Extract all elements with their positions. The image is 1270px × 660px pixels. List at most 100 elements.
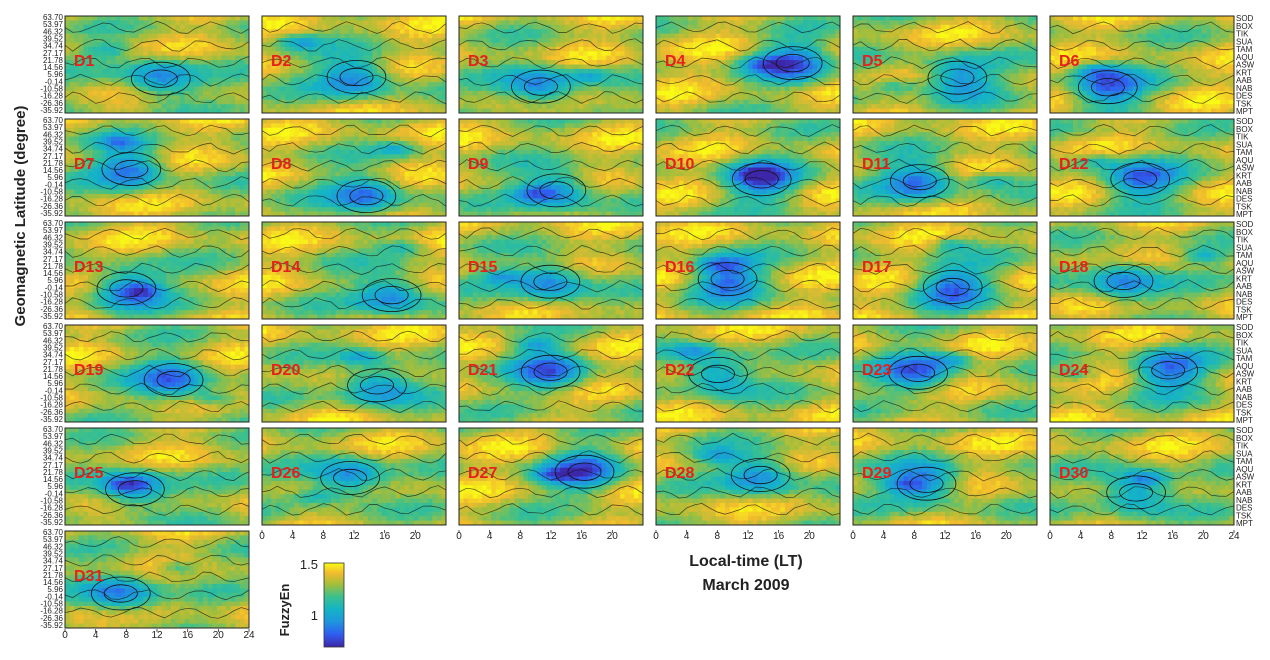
panel-d16: D16	[655, 221, 841, 320]
station-label: BOX	[1236, 125, 1254, 134]
station-label: TSK	[1236, 99, 1252, 108]
station-label: SUA	[1236, 243, 1253, 252]
panel-label: D1	[74, 53, 95, 70]
y-tick-label: 14.56	[43, 372, 64, 381]
y-tick-label: -35.92	[40, 312, 63, 321]
x-tick-label: 8	[124, 630, 130, 641]
station-label: TAM	[1236, 251, 1253, 260]
station-label: NAB	[1236, 187, 1252, 196]
y-tick-label: 39.52	[43, 550, 64, 559]
y-tick-label: 53.97	[43, 432, 64, 441]
y-tick-label: -10.58	[40, 497, 63, 506]
y-tick-label: 39.52	[43, 344, 64, 353]
x-tick-label: 20	[1001, 531, 1013, 542]
station-label: NAB	[1236, 393, 1252, 402]
panel-d17: D17	[852, 221, 1038, 320]
x-tick-label: 0	[653, 531, 659, 542]
panel-label: D12	[1059, 156, 1088, 173]
y-tick-label: -26.36	[40, 99, 63, 108]
y-tick-label: -26.36	[40, 511, 63, 520]
panel-d28: D28	[655, 427, 841, 526]
panel-d7: D7	[64, 118, 250, 217]
x-tick-label: 12	[545, 531, 557, 542]
y-tick-label: -26.36	[40, 305, 63, 314]
y-tick-label: 14.56	[43, 269, 64, 278]
x-tick-label: 20	[410, 531, 422, 542]
panel-label: D6	[1059, 53, 1080, 70]
y-tick-label: 27.17	[43, 255, 64, 264]
station-label: MPT	[1236, 210, 1253, 219]
y-tick-label: 14.56	[43, 63, 64, 72]
x-tick-label: 16	[379, 531, 391, 542]
panel-label: D11	[862, 156, 891, 173]
station-label: TIK	[1236, 236, 1249, 245]
y-tick-label: -0.14	[45, 180, 64, 189]
panel-d29: D29	[852, 427, 1038, 526]
y-tick-label: 5.96	[47, 585, 63, 594]
panel-label: D5	[862, 53, 883, 70]
station-label: TAM	[1236, 148, 1253, 157]
colorbar: 1.5 1 FuzzyEn	[277, 557, 345, 648]
y-tick-label: -35.92	[40, 106, 63, 115]
station-label: KRT	[1236, 68, 1252, 77]
panel-d1: D1	[64, 15, 250, 114]
y-tick-label: 53.97	[43, 535, 64, 544]
station-label: SUA	[1236, 449, 1253, 458]
y-tick-label: -16.28	[40, 401, 63, 410]
y-tick-label: 34.74	[43, 454, 64, 463]
panel-label: D31	[74, 568, 103, 585]
x-tick-label: 8	[715, 531, 721, 542]
station-label: AQU	[1236, 259, 1254, 268]
station-label: SUA	[1236, 346, 1253, 355]
y-tick-label: 46.32	[43, 542, 64, 551]
colorbar-tick-low: 1	[311, 608, 318, 623]
y-tick-label: -0.14	[45, 386, 64, 395]
y-tick-label: 27.17	[43, 49, 64, 58]
panel-d25: D25	[64, 427, 250, 526]
y-tick-label: 63.70	[43, 528, 64, 537]
y-tick-label: 39.52	[43, 138, 64, 147]
x-tick-label: 0	[1047, 531, 1053, 542]
station-label: AAB	[1236, 282, 1252, 291]
station-label: MPT	[1236, 416, 1253, 425]
y-tick-label: 5.96	[47, 70, 63, 79]
panel-d15: D15	[458, 221, 644, 320]
panel-label: D20	[271, 362, 300, 379]
y-tick-label: 63.70	[43, 322, 64, 331]
y-tick-label: 14.56	[43, 166, 64, 175]
panel-d14: D14	[261, 221, 447, 320]
panel-d10: D10	[655, 118, 841, 217]
x-tick-label: 4	[1078, 531, 1084, 542]
y-tick-label: -26.36	[40, 614, 63, 623]
x-tick-label: 8	[912, 531, 918, 542]
y-tick-label: 21.78	[43, 468, 64, 477]
panel-label: D9	[468, 156, 489, 173]
colorbar-label: FuzzyEn	[277, 584, 292, 637]
x-axis-label: Local-time (LT)	[689, 553, 802, 570]
station-label: TIK	[1236, 30, 1249, 39]
station-label: TSK	[1236, 202, 1252, 211]
y-tick-label: 53.97	[43, 329, 64, 338]
y-tick-label: 21.78	[43, 159, 64, 168]
station-label: ASW	[1236, 473, 1255, 482]
panel-d6: D6	[1049, 15, 1235, 114]
panel-d2: D2	[261, 15, 447, 114]
x-tick-label: 20	[607, 531, 619, 542]
station-label: BOX	[1236, 22, 1254, 31]
station-label: SOD	[1236, 14, 1254, 23]
station-label: TIK	[1236, 339, 1249, 348]
x-tick-label: 12	[151, 630, 163, 641]
station-label: AQU	[1236, 362, 1254, 371]
station-label: NAB	[1236, 84, 1252, 93]
x-tick-label: 16	[773, 531, 785, 542]
panel-label: D10	[665, 156, 694, 173]
station-label: DES	[1236, 401, 1252, 410]
station-label: KRT	[1236, 377, 1252, 386]
y-tick-label: 21.78	[43, 571, 64, 580]
station-label: DES	[1236, 504, 1252, 513]
x-tick-label: 4	[684, 531, 690, 542]
y-tick-label: 14.56	[43, 475, 64, 484]
x-tick-label: 8	[321, 531, 327, 542]
panel-label: D19	[74, 362, 103, 379]
panel-label: D27	[468, 465, 497, 482]
